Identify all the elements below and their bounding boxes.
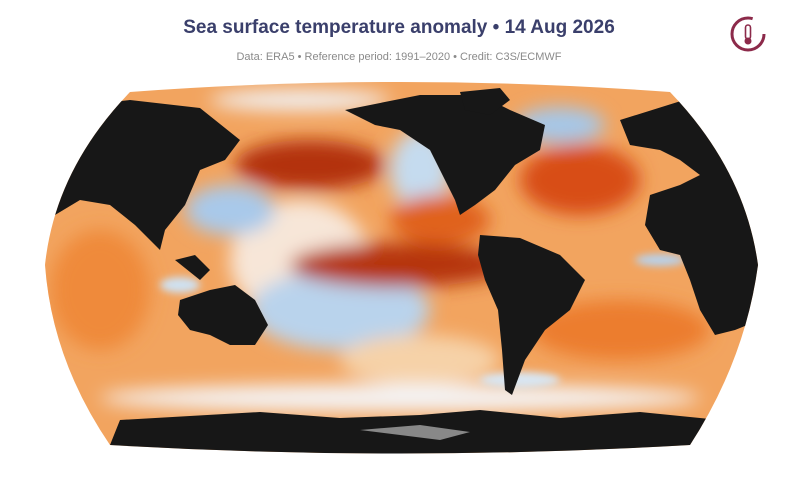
map [45,82,758,454]
cold-spots [160,254,685,388]
ice-shelf [360,425,470,440]
antarctica [100,410,720,454]
south-america [478,235,585,395]
greenland [460,88,510,115]
land [45,88,758,454]
subtitle: Data: ERA5 • Reference period: 1991–2020… [236,51,561,63]
logo [730,16,766,52]
islands [175,255,210,280]
title: Sea surface temperature anomaly • 14 Aug… [183,17,615,38]
north-america [345,95,545,215]
australia [178,285,268,345]
